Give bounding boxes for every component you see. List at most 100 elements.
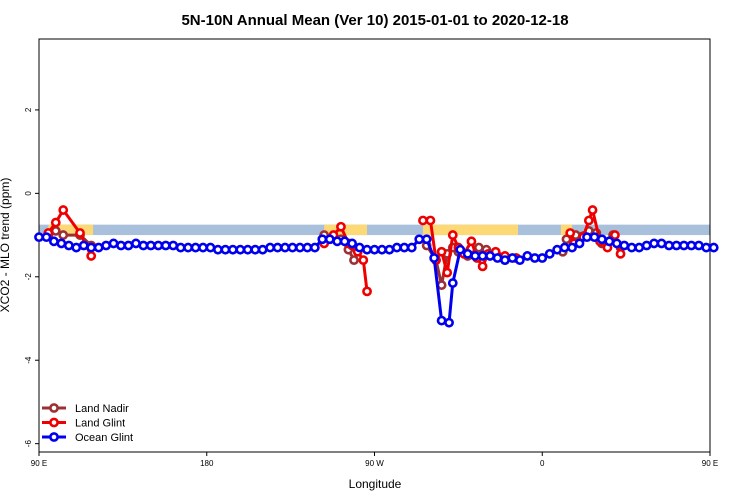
land-glint-point: [358, 255, 369, 266]
legend-label: Land Nadir: [75, 403, 129, 415]
land-nadir-point: [473, 242, 484, 253]
y-axis: 2 0 -2 -4 -6: [24, 107, 39, 447]
ocean-glint-point: [641, 240, 652, 251]
land-glint-point: [418, 215, 428, 226]
series-land-glint: [43, 205, 626, 297]
ocean-glint-point: [421, 234, 432, 245]
land-glint-point: [436, 246, 447, 257]
ocean-glint-point: [235, 244, 246, 255]
legend-item-ocean-glint: Ocean Glint: [42, 432, 133, 444]
ocean-glint-point: [347, 238, 358, 249]
ocean-glint-point: [86, 242, 97, 253]
ocean-glint-point: [280, 242, 290, 253]
ocean-glint-point: [544, 248, 555, 259]
land-glint-point: [425, 215, 436, 226]
ocean-band: [39, 224, 710, 236]
ocean-glint-point: [455, 244, 466, 255]
land-glint-point: [610, 230, 620, 240]
y-tick-label: -4: [24, 356, 33, 364]
ocean-glint-point: [63, 240, 74, 251]
land-nadir-point: [58, 230, 69, 240]
ocean-glint-point: [190, 242, 201, 253]
ocean-glint-point: [198, 242, 208, 253]
ocean-glint-point: [492, 253, 503, 263]
ocean-glint-point: [309, 242, 320, 253]
ocean-glint-point: [708, 242, 719, 253]
ocean-glint-point: [574, 238, 585, 249]
ocean-glint-point: [604, 236, 615, 247]
ocean-glint-point: [377, 244, 387, 255]
ocean-glint-point: [131, 238, 141, 249]
ocean-glint-point: [485, 251, 495, 261]
y-tick-label: -2: [24, 273, 33, 281]
ocean-glint-point: [160, 240, 171, 251]
ocean-glint-point: [701, 242, 712, 253]
land-glint-point: [447, 230, 458, 240]
ocean-glint-point: [693, 240, 704, 251]
land-glint-point: [362, 286, 372, 297]
ocean-glint-point: [242, 244, 253, 255]
land-glint-point: [58, 205, 69, 215]
ocean-glint-point: [686, 240, 697, 251]
land-glint-point: [466, 236, 477, 247]
legend-item-land-glint: Land Glint: [42, 418, 125, 430]
ocean-glint-point: [213, 244, 223, 255]
ocean-glint-point: [500, 255, 510, 266]
ocean-glint-point: [537, 253, 548, 263]
ocean-glint-point: [287, 242, 298, 253]
land-glint-point: [583, 215, 594, 226]
ocean-glint-point: [183, 242, 194, 253]
x-axis-label: Longitude: [349, 477, 402, 491]
series-layer: [34, 205, 719, 328]
series-ocean-glint: [34, 232, 719, 328]
ocean-glint-point: [391, 242, 402, 253]
y-axis-label: XCO2 - MLO trend (ppm): [0, 178, 12, 313]
ocean-glint-point: [116, 240, 126, 251]
legend-swatch-marker: [49, 432, 59, 442]
ocean-glint-point: [257, 244, 268, 255]
ocean-glint-point: [71, 242, 82, 253]
land-glint-point: [615, 248, 626, 259]
ocean-glint-point: [406, 242, 417, 253]
ocean-glint-point: [49, 236, 59, 247]
ocean-glint-point: [175, 242, 186, 253]
ocean-glint-point: [589, 232, 600, 243]
x-tick-label: 90 E: [702, 459, 718, 468]
ocean-glint-point: [265, 242, 276, 253]
ocean-glint-point: [153, 240, 164, 251]
ocean-glint-point: [324, 234, 335, 245]
ocean-glint-point: [522, 251, 533, 261]
ocean-glint-point: [477, 251, 488, 261]
land-glint-point: [477, 261, 488, 272]
ocean-glint-point: [671, 240, 682, 251]
ocean-glint-point: [145, 240, 156, 251]
ocean-glint-point: [507, 253, 518, 263]
land-glint-point: [587, 205, 598, 215]
x-axis: 90 E 180 90 W 0 90 E: [31, 452, 718, 468]
land-band-segment: [324, 224, 368, 236]
land-glint-point: [75, 228, 85, 238]
ocean-glint-point: [514, 255, 525, 266]
ocean-glint-point: [429, 253, 440, 263]
ocean-glint-point: [656, 238, 667, 249]
ocean-glint-point: [447, 278, 458, 288]
ocean-glint-point: [679, 240, 689, 251]
chart-title: 5N-10N Annual Mean (Ver 10) 2015-01-01 t…: [181, 12, 568, 29]
ocean-glint-point: [664, 240, 674, 251]
ocean-glint-point: [93, 242, 104, 253]
land-band-segment: [422, 224, 519, 236]
ocean-glint-point: [582, 232, 592, 243]
y-tick-label: 0: [24, 191, 33, 196]
legend-item-land-nadir: Land Nadir: [42, 403, 129, 415]
ocean-glint-point: [302, 242, 313, 253]
ocean-glint-point: [626, 242, 637, 253]
ocean-glint-point: [205, 242, 216, 253]
x-tick-label: 90 E: [31, 459, 47, 468]
legend-swatch-marker: [49, 417, 59, 428]
ocean-glint-point: [295, 242, 305, 253]
land-glint-point: [565, 228, 576, 238]
ocean-glint-point: [250, 244, 261, 255]
ocean-glint-point: [611, 238, 622, 249]
ocean-glint-point: [552, 244, 563, 255]
